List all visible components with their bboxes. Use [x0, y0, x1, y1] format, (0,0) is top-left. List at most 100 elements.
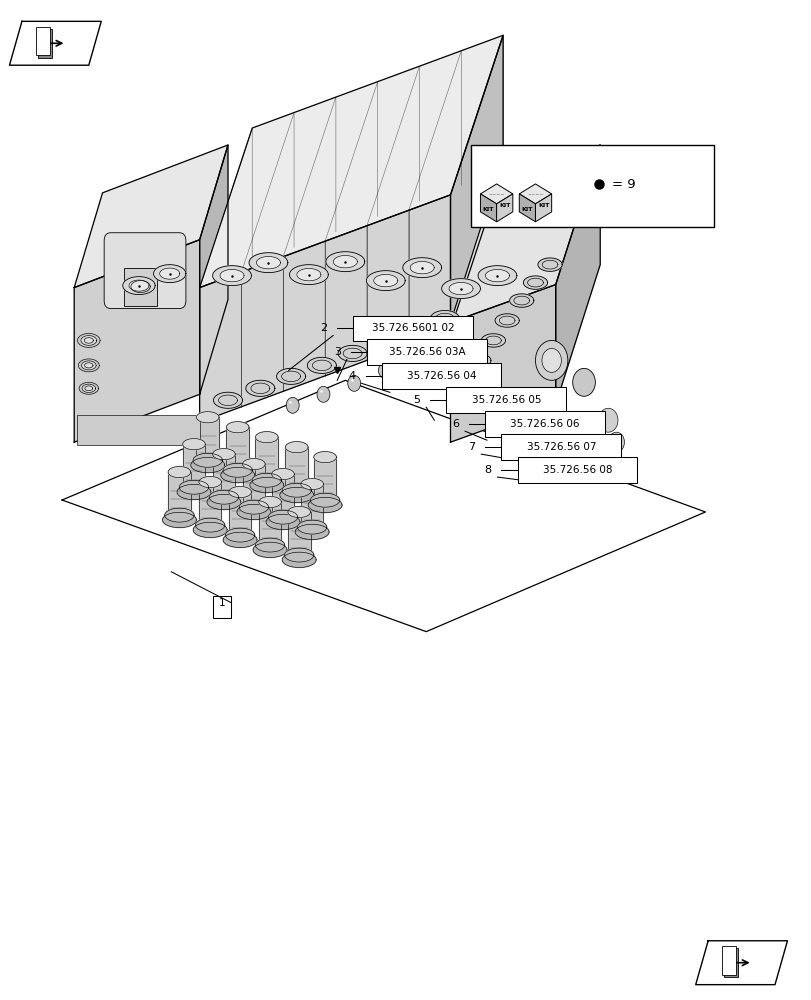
Text: ~~~~: ~~~~	[526, 193, 543, 198]
Circle shape	[409, 349, 422, 365]
Bar	[124, 268, 157, 306]
Polygon shape	[229, 492, 251, 535]
Polygon shape	[79, 359, 99, 372]
Polygon shape	[373, 274, 397, 287]
Polygon shape	[191, 457, 225, 473]
Polygon shape	[82, 384, 96, 392]
Polygon shape	[252, 473, 281, 487]
Polygon shape	[196, 412, 219, 423]
Polygon shape	[301, 478, 323, 490]
Polygon shape	[450, 35, 503, 329]
Bar	[367, 339, 487, 365]
Polygon shape	[168, 467, 191, 478]
Polygon shape	[519, 184, 551, 204]
Polygon shape	[310, 493, 339, 507]
Polygon shape	[160, 268, 179, 279]
Circle shape	[347, 375, 360, 391]
Polygon shape	[519, 194, 534, 222]
Text: 35.726.56 05: 35.726.56 05	[471, 395, 540, 405]
Bar	[77, 415, 200, 445]
Polygon shape	[200, 195, 450, 422]
Text: KIT: KIT	[537, 203, 548, 208]
Polygon shape	[246, 380, 275, 396]
Polygon shape	[10, 21, 101, 65]
Text: 35.726.56 06: 35.726.56 06	[510, 419, 579, 429]
Text: 2: 2	[320, 323, 327, 333]
Polygon shape	[200, 35, 503, 288]
Polygon shape	[313, 452, 336, 463]
Polygon shape	[333, 255, 357, 268]
Polygon shape	[308, 497, 341, 513]
Polygon shape	[450, 285, 555, 442]
Polygon shape	[509, 294, 533, 307]
Polygon shape	[249, 253, 287, 273]
Polygon shape	[81, 336, 97, 345]
Text: 35.726.56 04: 35.726.56 04	[406, 371, 476, 381]
Polygon shape	[122, 277, 155, 295]
Polygon shape	[290, 265, 328, 285]
Polygon shape	[695, 941, 787, 985]
Bar	[470, 145, 713, 227]
Polygon shape	[250, 477, 284, 493]
Polygon shape	[193, 522, 227, 538]
Polygon shape	[226, 427, 249, 470]
Polygon shape	[555, 145, 599, 404]
Polygon shape	[131, 281, 150, 293]
Polygon shape	[366, 271, 405, 291]
Circle shape	[598, 408, 617, 432]
Polygon shape	[256, 256, 280, 269]
Polygon shape	[441, 279, 480, 299]
Circle shape	[286, 397, 298, 413]
Text: 5: 5	[413, 395, 420, 405]
Polygon shape	[277, 368, 305, 384]
Polygon shape	[297, 520, 327, 534]
Polygon shape	[480, 194, 496, 222]
Polygon shape	[266, 514, 299, 530]
Polygon shape	[295, 524, 328, 540]
Text: 4: 4	[348, 371, 355, 381]
Polygon shape	[280, 487, 313, 503]
Polygon shape	[399, 322, 428, 339]
Polygon shape	[242, 459, 265, 470]
Polygon shape	[297, 268, 320, 281]
Polygon shape	[300, 484, 323, 527]
Polygon shape	[129, 280, 148, 291]
Bar	[36, 27, 49, 55]
Polygon shape	[200, 145, 228, 394]
Polygon shape	[168, 472, 191, 515]
Bar	[381, 363, 501, 389]
Polygon shape	[196, 417, 219, 460]
Polygon shape	[213, 392, 242, 408]
Polygon shape	[402, 258, 441, 278]
Polygon shape	[237, 504, 271, 520]
Polygon shape	[325, 252, 364, 272]
Polygon shape	[193, 453, 222, 467]
Polygon shape	[337, 345, 367, 361]
Bar	[721, 946, 736, 975]
Bar	[501, 434, 620, 460]
Polygon shape	[450, 145, 599, 322]
Polygon shape	[448, 282, 473, 295]
Polygon shape	[410, 261, 434, 274]
Polygon shape	[255, 538, 285, 552]
Polygon shape	[179, 480, 208, 494]
Bar	[213, 596, 231, 618]
Text: 35.726.56 07: 35.726.56 07	[526, 442, 595, 452]
Text: ~~~~: ~~~~	[487, 193, 504, 198]
Circle shape	[572, 368, 594, 396]
Bar	[353, 316, 473, 341]
Polygon shape	[285, 442, 307, 453]
Polygon shape	[62, 380, 705, 632]
Polygon shape	[220, 269, 244, 282]
Polygon shape	[313, 457, 336, 500]
Polygon shape	[85, 386, 92, 391]
Bar	[517, 457, 637, 483]
Polygon shape	[285, 447, 307, 490]
Polygon shape	[281, 483, 311, 497]
Text: 35.726.5601 02: 35.726.5601 02	[371, 323, 454, 333]
Polygon shape	[284, 548, 314, 562]
Polygon shape	[272, 468, 294, 480]
Polygon shape	[496, 194, 513, 222]
Polygon shape	[272, 474, 294, 517]
Polygon shape	[538, 258, 561, 271]
